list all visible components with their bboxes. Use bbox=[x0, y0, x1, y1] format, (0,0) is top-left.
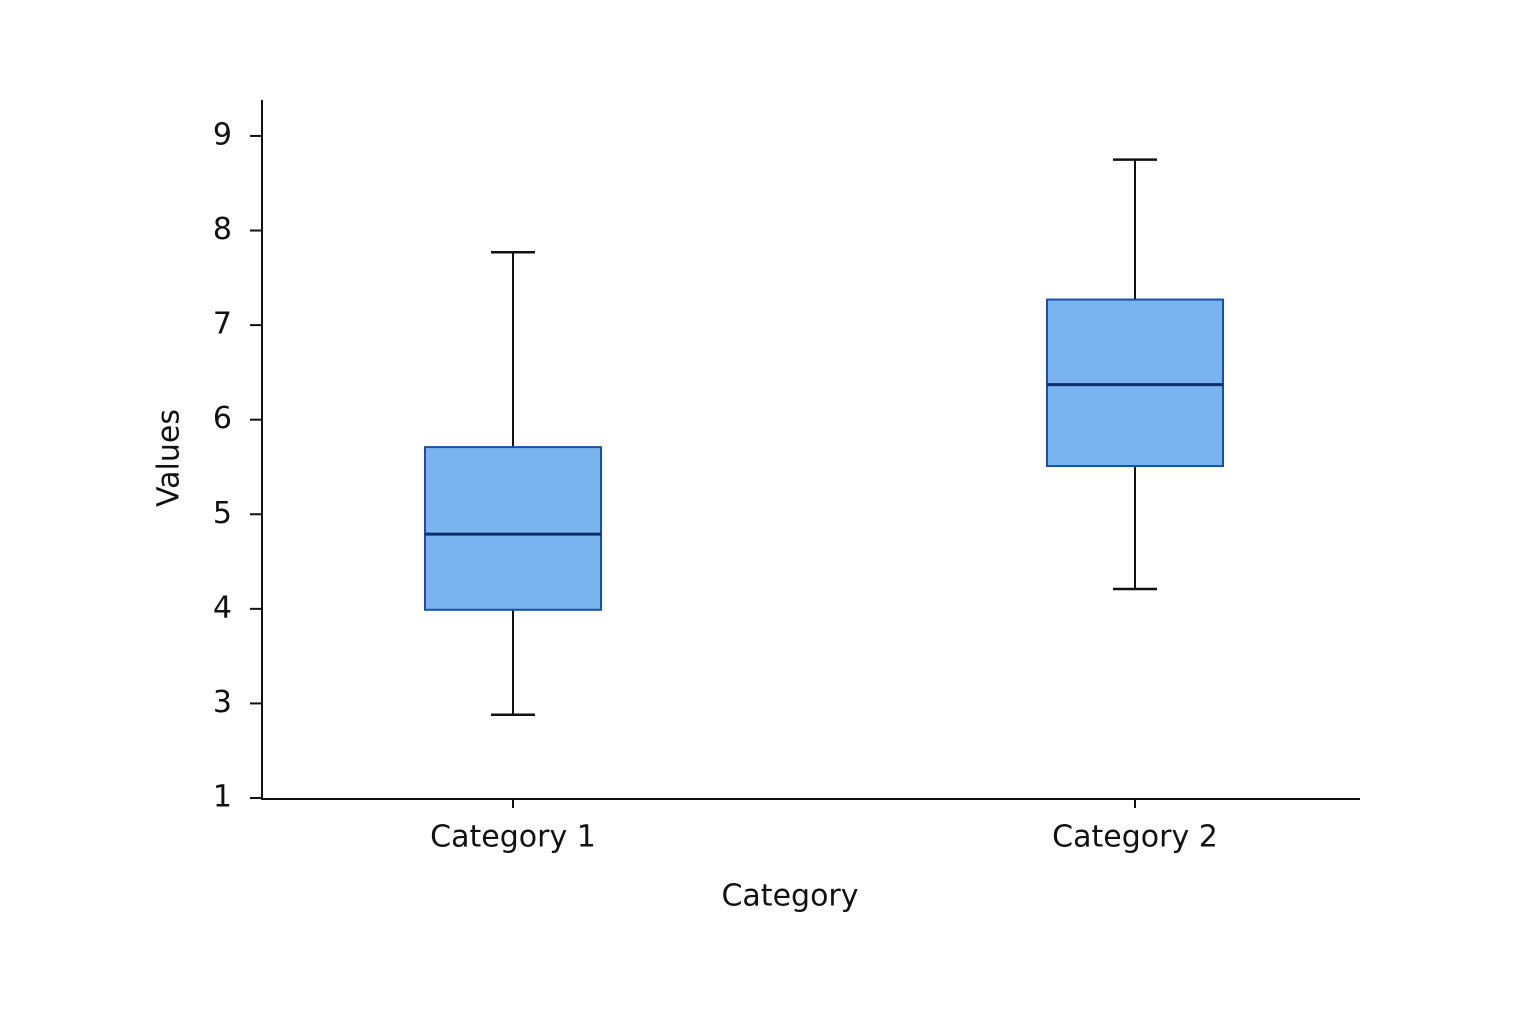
x-tick-label: Category 2 bbox=[1052, 820, 1218, 855]
y-tick-label: 8 bbox=[213, 212, 232, 247]
y-tick-label: 5 bbox=[213, 496, 232, 531]
y-axis-label: Values bbox=[152, 409, 187, 507]
y-tick-label: 1 bbox=[213, 780, 232, 815]
y-tick-label: 9 bbox=[213, 117, 232, 152]
y-tick-label: 4 bbox=[213, 590, 232, 625]
box bbox=[1046, 298, 1224, 468]
y-tick-label: 6 bbox=[213, 401, 232, 436]
y-tick-label: 7 bbox=[213, 307, 232, 342]
y-tick-label: 3 bbox=[213, 685, 232, 720]
x-axis-label: Category bbox=[721, 879, 858, 914]
x-tick-label: Category 1 bbox=[430, 820, 596, 855]
box bbox=[424, 446, 602, 611]
